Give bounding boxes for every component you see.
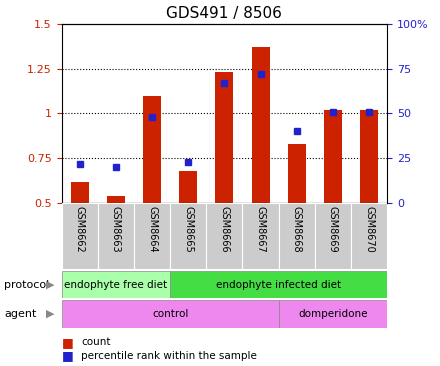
Text: endophyte free diet: endophyte free diet <box>64 280 168 290</box>
Text: GSM8666: GSM8666 <box>220 206 229 253</box>
Bar <box>279 300 387 328</box>
Text: GSM8662: GSM8662 <box>75 206 84 253</box>
Title: GDS491 / 8506: GDS491 / 8506 <box>166 6 282 21</box>
Text: ▶: ▶ <box>46 280 55 290</box>
Text: percentile rank within the sample: percentile rank within the sample <box>81 351 257 361</box>
Text: GSM8663: GSM8663 <box>111 206 121 253</box>
Bar <box>288 144 306 203</box>
Bar <box>134 203 170 269</box>
Bar <box>242 203 279 269</box>
Bar <box>215 72 234 203</box>
Bar <box>315 203 351 269</box>
Text: GSM8664: GSM8664 <box>147 206 157 253</box>
Bar <box>62 203 98 269</box>
Text: agent: agent <box>4 309 37 319</box>
Text: protocol: protocol <box>4 280 50 290</box>
Bar <box>360 110 378 203</box>
Bar <box>324 110 342 203</box>
Text: ■: ■ <box>62 336 73 349</box>
Bar <box>351 203 387 269</box>
Text: GSM8667: GSM8667 <box>256 206 266 253</box>
Text: control: control <box>152 309 188 319</box>
Text: domperidone: domperidone <box>298 309 368 319</box>
Bar <box>62 300 279 328</box>
Text: ■: ■ <box>62 349 73 362</box>
Bar <box>179 171 197 203</box>
Bar <box>71 182 89 203</box>
Text: count: count <box>81 337 111 347</box>
Text: GSM8669: GSM8669 <box>328 206 338 253</box>
Bar <box>62 271 170 298</box>
Text: endophyte infected diet: endophyte infected diet <box>216 280 341 290</box>
Bar <box>206 203 242 269</box>
Bar <box>143 96 161 203</box>
Bar <box>170 271 387 298</box>
Bar <box>170 203 206 269</box>
Text: GSM8670: GSM8670 <box>364 206 374 253</box>
Bar <box>107 196 125 203</box>
Text: GSM8668: GSM8668 <box>292 206 302 253</box>
Bar <box>252 47 270 203</box>
Bar <box>279 203 315 269</box>
Text: ▶: ▶ <box>46 309 55 319</box>
Bar <box>98 203 134 269</box>
Text: GSM8665: GSM8665 <box>183 206 193 253</box>
